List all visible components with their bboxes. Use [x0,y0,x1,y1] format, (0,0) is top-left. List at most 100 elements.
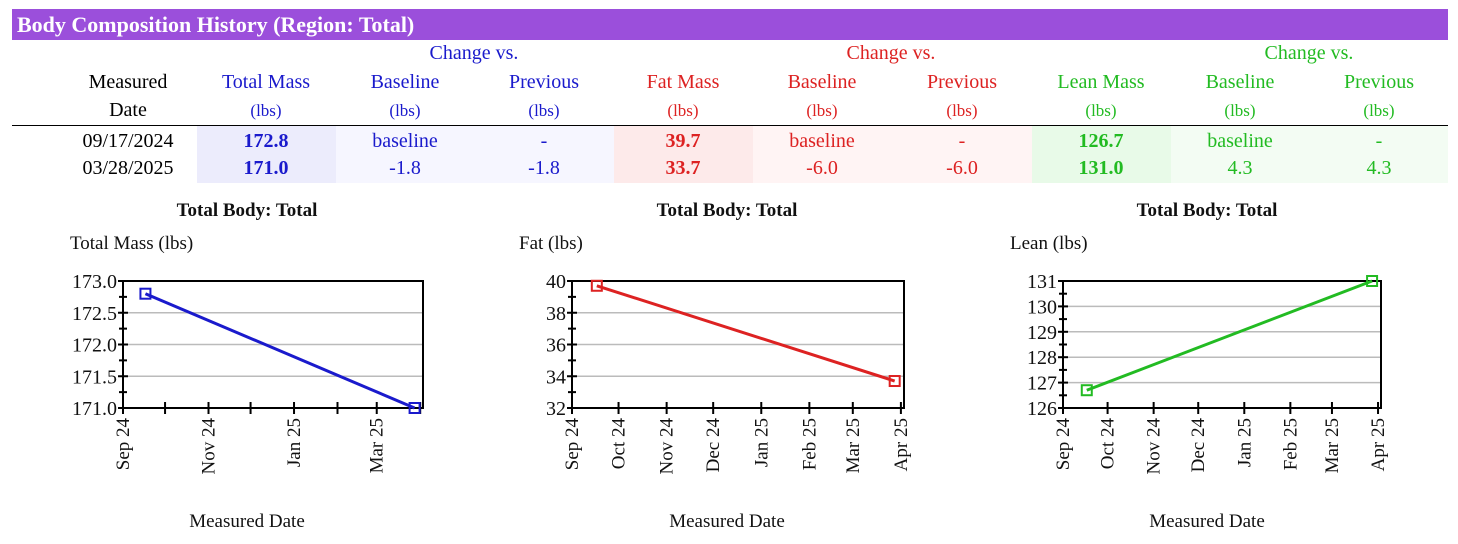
x-tick-label: Sep 24 [562,418,583,471]
total-change-column-bg [336,126,614,183]
y-tick-label: 34 [546,366,566,388]
table-cell: 131.0 [1078,157,1124,179]
x-tick-label: Oct 24 [609,418,630,470]
table-cell: - [540,130,548,152]
table-cell: -6.0 [946,157,978,179]
fat-mass-column-bg [614,126,753,183]
x-tick-label: Mar 25 [843,418,864,473]
y-tick-label: 131 [1027,271,1057,293]
y-tick-label: 172.5 [72,303,117,325]
group-header: Change vs. [1264,42,1354,64]
column-unit: (lbs) [389,101,421,120]
column-header: Baseline [370,71,440,93]
y-axis-label: Lean (lbs) [1010,233,1088,254]
chart-title: Total Body: Total [657,200,798,221]
y-tick-label: 171.5 [72,366,117,388]
column-unit: Date [109,99,147,121]
column-unit: (lbs) [806,101,838,120]
table-cell: baseline [372,130,438,152]
x-axis-label: Measured Date [189,511,305,532]
section-header: Body Composition History (Region: Total) [12,9,1448,40]
column-unit: (lbs) [1224,101,1256,120]
chart-title: Total Body: Total [1137,200,1278,221]
y-tick-label: 32 [546,398,566,420]
column-unit: (lbs) [1085,101,1117,120]
series-line [596,284,896,383]
table-cell: 4.3 [1366,157,1392,179]
x-tick-label: Dec 24 [703,418,724,473]
x-axis-label: Measured Date [1149,511,1265,532]
series-line [144,292,416,410]
x-tick-label: Jan 25 [1234,418,1255,467]
column-header: Previous [1344,71,1414,93]
column-header: Previous [927,71,997,93]
group-header: Change vs. [429,42,519,64]
x-tick-label: Nov 24 [199,418,220,475]
column-unit: (lbs) [1363,101,1395,120]
x-tick-label: Nov 24 [657,418,678,475]
y-tick-label: 128 [1027,347,1057,369]
data-point-marker [888,375,901,388]
column-header: Fat Mass [646,71,720,93]
table-cell: - [1375,130,1383,152]
table-cell: 39.7 [665,130,701,152]
series-line [1086,279,1373,392]
y-tick-label: 36 [546,335,566,357]
y-axis-label: Fat (lbs) [519,233,583,254]
x-tick-label: Feb 25 [799,418,820,470]
group-header: Change vs. [846,42,936,64]
y-tick-label: 38 [546,303,566,325]
plot-frame [1062,280,1382,409]
header-rule [12,125,1448,126]
x-tick-label: Mar 25 [1322,418,1343,473]
table-cell: -1.8 [389,157,421,179]
x-tick-label: Oct 24 [1098,418,1119,470]
x-tick-label: Nov 24 [1144,418,1165,475]
table-cell: 126.7 [1078,130,1124,152]
table-cell: -6.0 [806,157,838,179]
y-tick-label: 173.0 [72,271,117,293]
table-cell: 4.3 [1227,157,1253,179]
y-tick-label: 126 [1027,398,1057,420]
lean-change-column-bg [1171,126,1448,183]
table-cell: -1.8 [528,157,560,179]
x-tick-label: Sep 24 [113,418,134,471]
y-tick-label: 127 [1027,373,1057,395]
x-tick-label: Sep 24 [1053,418,1074,471]
column-unit: (lbs) [946,101,978,120]
column-header: Baseline [1205,71,1275,93]
x-tick-label: Dec 24 [1188,418,1209,473]
column-header: Lean Mass [1057,71,1145,93]
column-unit: (lbs) [250,101,282,120]
section-title: Body Composition History (Region: Total) [17,12,415,37]
column-header: Baseline [787,71,857,93]
column-header: Previous [509,71,579,93]
table-cell: 172.8 [243,130,289,152]
x-axis-label: Measured Date [669,511,785,532]
data-point-marker [590,279,603,292]
row-date: 09/17/2024 [82,130,174,152]
lean-mass-column-bg [1032,126,1171,183]
table-cell: 171.0 [243,157,289,179]
x-tick-label: Apr 25 [1368,418,1389,471]
fat-change-column-bg [753,126,1032,183]
y-tick-label: 171.0 [72,398,117,420]
total-mass-column-bg [197,126,336,183]
table-cell: baseline [789,130,855,152]
plot-frame [571,280,905,409]
x-tick-label: Mar 25 [367,418,388,473]
data-point-marker [139,287,152,300]
x-tick-label: Feb 25 [1280,418,1301,470]
table-cell: baseline [1207,130,1273,152]
column-unit: (lbs) [667,101,699,120]
x-tick-label: Apr 25 [891,418,912,471]
y-axis-label: Total Mass (lbs) [70,233,193,254]
table-cell: 33.7 [665,157,701,179]
column-header: Measured [88,71,168,93]
plot-frame [122,280,424,409]
column-unit: (lbs) [528,101,560,120]
data-point-marker [408,402,421,414]
